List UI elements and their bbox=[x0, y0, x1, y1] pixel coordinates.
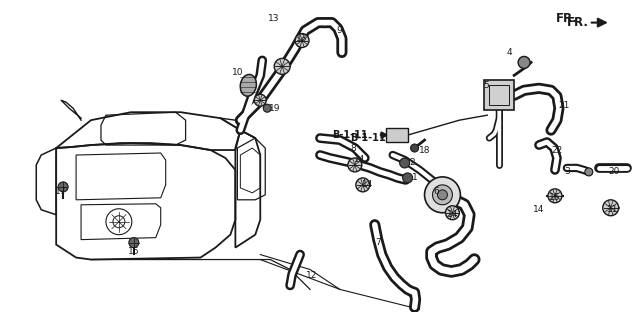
Text: 18: 18 bbox=[419, 146, 430, 155]
Bar bbox=[489, 85, 509, 105]
Circle shape bbox=[411, 144, 419, 152]
Text: 10: 10 bbox=[232, 68, 243, 77]
Circle shape bbox=[356, 178, 370, 192]
Text: 12: 12 bbox=[307, 271, 317, 280]
Circle shape bbox=[445, 206, 460, 220]
Text: 1: 1 bbox=[412, 173, 417, 182]
Text: 5: 5 bbox=[483, 81, 489, 90]
Bar bbox=[484, 80, 514, 110]
Text: 16: 16 bbox=[128, 247, 140, 256]
Text: 9: 9 bbox=[336, 26, 342, 35]
Circle shape bbox=[585, 168, 593, 176]
Circle shape bbox=[433, 185, 452, 205]
Text: 2: 2 bbox=[410, 158, 415, 167]
Text: B-1-11: B-1-11 bbox=[332, 130, 368, 140]
Circle shape bbox=[295, 33, 309, 48]
Circle shape bbox=[254, 94, 266, 106]
Circle shape bbox=[424, 177, 460, 213]
Circle shape bbox=[274, 59, 290, 74]
Text: 11: 11 bbox=[607, 205, 618, 214]
Text: 6: 6 bbox=[434, 187, 439, 196]
Text: FR.: FR. bbox=[567, 16, 589, 29]
Circle shape bbox=[548, 189, 562, 203]
Ellipse shape bbox=[240, 74, 257, 96]
Circle shape bbox=[403, 173, 413, 183]
Circle shape bbox=[438, 190, 447, 200]
Text: 20: 20 bbox=[608, 167, 620, 177]
Text: 22: 22 bbox=[551, 146, 563, 155]
Text: 15: 15 bbox=[549, 193, 561, 202]
Circle shape bbox=[263, 104, 271, 112]
Circle shape bbox=[129, 238, 139, 248]
Circle shape bbox=[518, 56, 530, 69]
Circle shape bbox=[399, 158, 410, 168]
Text: 19: 19 bbox=[269, 104, 281, 113]
Text: 14: 14 bbox=[354, 156, 365, 165]
Text: 14: 14 bbox=[362, 180, 374, 189]
Text: FR.: FR. bbox=[556, 12, 578, 25]
Text: 3: 3 bbox=[564, 167, 570, 177]
Text: 14: 14 bbox=[533, 205, 545, 214]
Text: 7: 7 bbox=[375, 238, 381, 247]
Text: 21: 21 bbox=[558, 101, 570, 110]
Text: 4: 4 bbox=[506, 48, 512, 57]
Circle shape bbox=[348, 158, 362, 172]
Circle shape bbox=[603, 200, 619, 216]
Text: B-1-11: B-1-11 bbox=[350, 133, 385, 143]
Circle shape bbox=[58, 182, 68, 192]
Bar bbox=[386, 128, 408, 142]
Text: 14: 14 bbox=[447, 210, 458, 219]
Text: 8: 8 bbox=[350, 144, 356, 152]
Text: 13: 13 bbox=[296, 34, 308, 43]
Text: 17: 17 bbox=[56, 187, 67, 196]
Text: 13: 13 bbox=[268, 14, 279, 23]
